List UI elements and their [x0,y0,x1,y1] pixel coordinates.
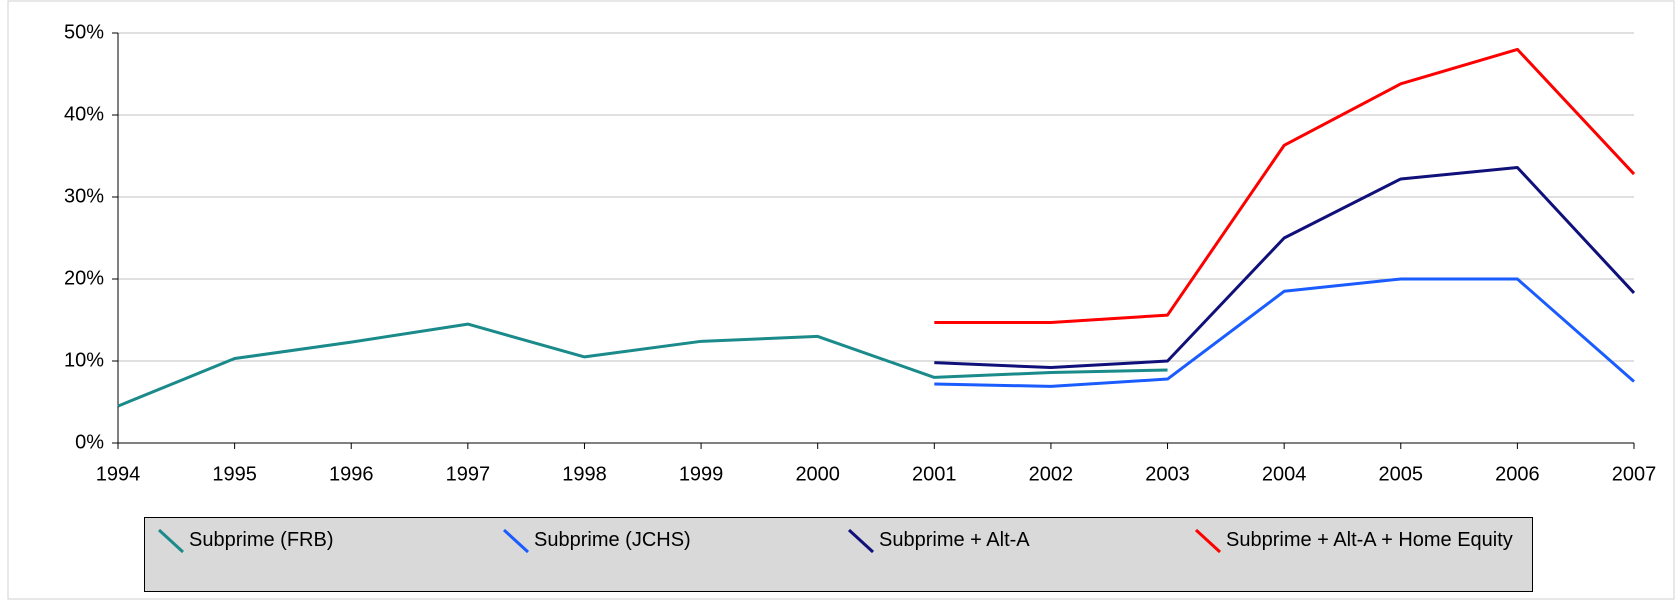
frame [7,0,1675,600]
legend-line [502,528,530,554]
y-tick-label: 40% [64,103,104,125]
x-tick-label: 1998 [562,463,607,485]
legend-label: Subprime (JCHS) [534,529,691,551]
legend-label: Subprime + Alt-A [879,529,1030,551]
legend-line [157,528,185,554]
x-tick-label: 2005 [1379,463,1424,485]
legend-item: Subprime (JCHS) [500,526,834,556]
legend-line [847,528,875,554]
x-tick-label: 1995 [212,463,257,485]
legend-line [1194,528,1222,554]
y-tick-label: 50% [64,21,104,43]
series-line [117,322,1168,408]
x-tick-label: 2006 [1495,463,1540,485]
y-tick-label: 20% [64,267,104,289]
x-tick-label: 2000 [795,463,840,485]
legend-item: Subprime + Alt-A + Home Equity [1192,526,1526,556]
legend: Subprime (FRB) Subprime (JCHS) Subprime + … [144,517,1533,592]
x-tick-label: 2007 [1612,463,1657,485]
legend-label: Subprime (FRB) [189,529,334,551]
y-tick-label: 30% [64,185,104,207]
legend-swatch [847,528,875,554]
series-line [934,277,1635,388]
x-tick-label: 2002 [1029,463,1074,485]
x-tick-label: 1999 [679,463,724,485]
legend-swatch [502,528,530,554]
y-tick-label: 10% [64,349,104,371]
x-tick-label: 2001 [912,463,957,485]
legend-item: Subprime (FRB) [155,526,489,556]
x-tick-label: 2003 [1145,463,1190,485]
legend-swatch [157,528,185,554]
x-tick-label: 1994 [96,463,141,485]
x-tick-label: 2004 [1262,463,1307,485]
series-line [934,47,1636,324]
legend-swatch [1194,528,1222,554]
legend-item: Subprime + Alt-A [845,526,1179,556]
legend-label: Subprime + Alt-A + Home Equity [1226,529,1513,551]
x-tick-label: 1997 [446,463,491,485]
series-line [934,165,1636,370]
y-tick-label: 0% [75,431,104,453]
x-tick-label: 1996 [329,463,374,485]
